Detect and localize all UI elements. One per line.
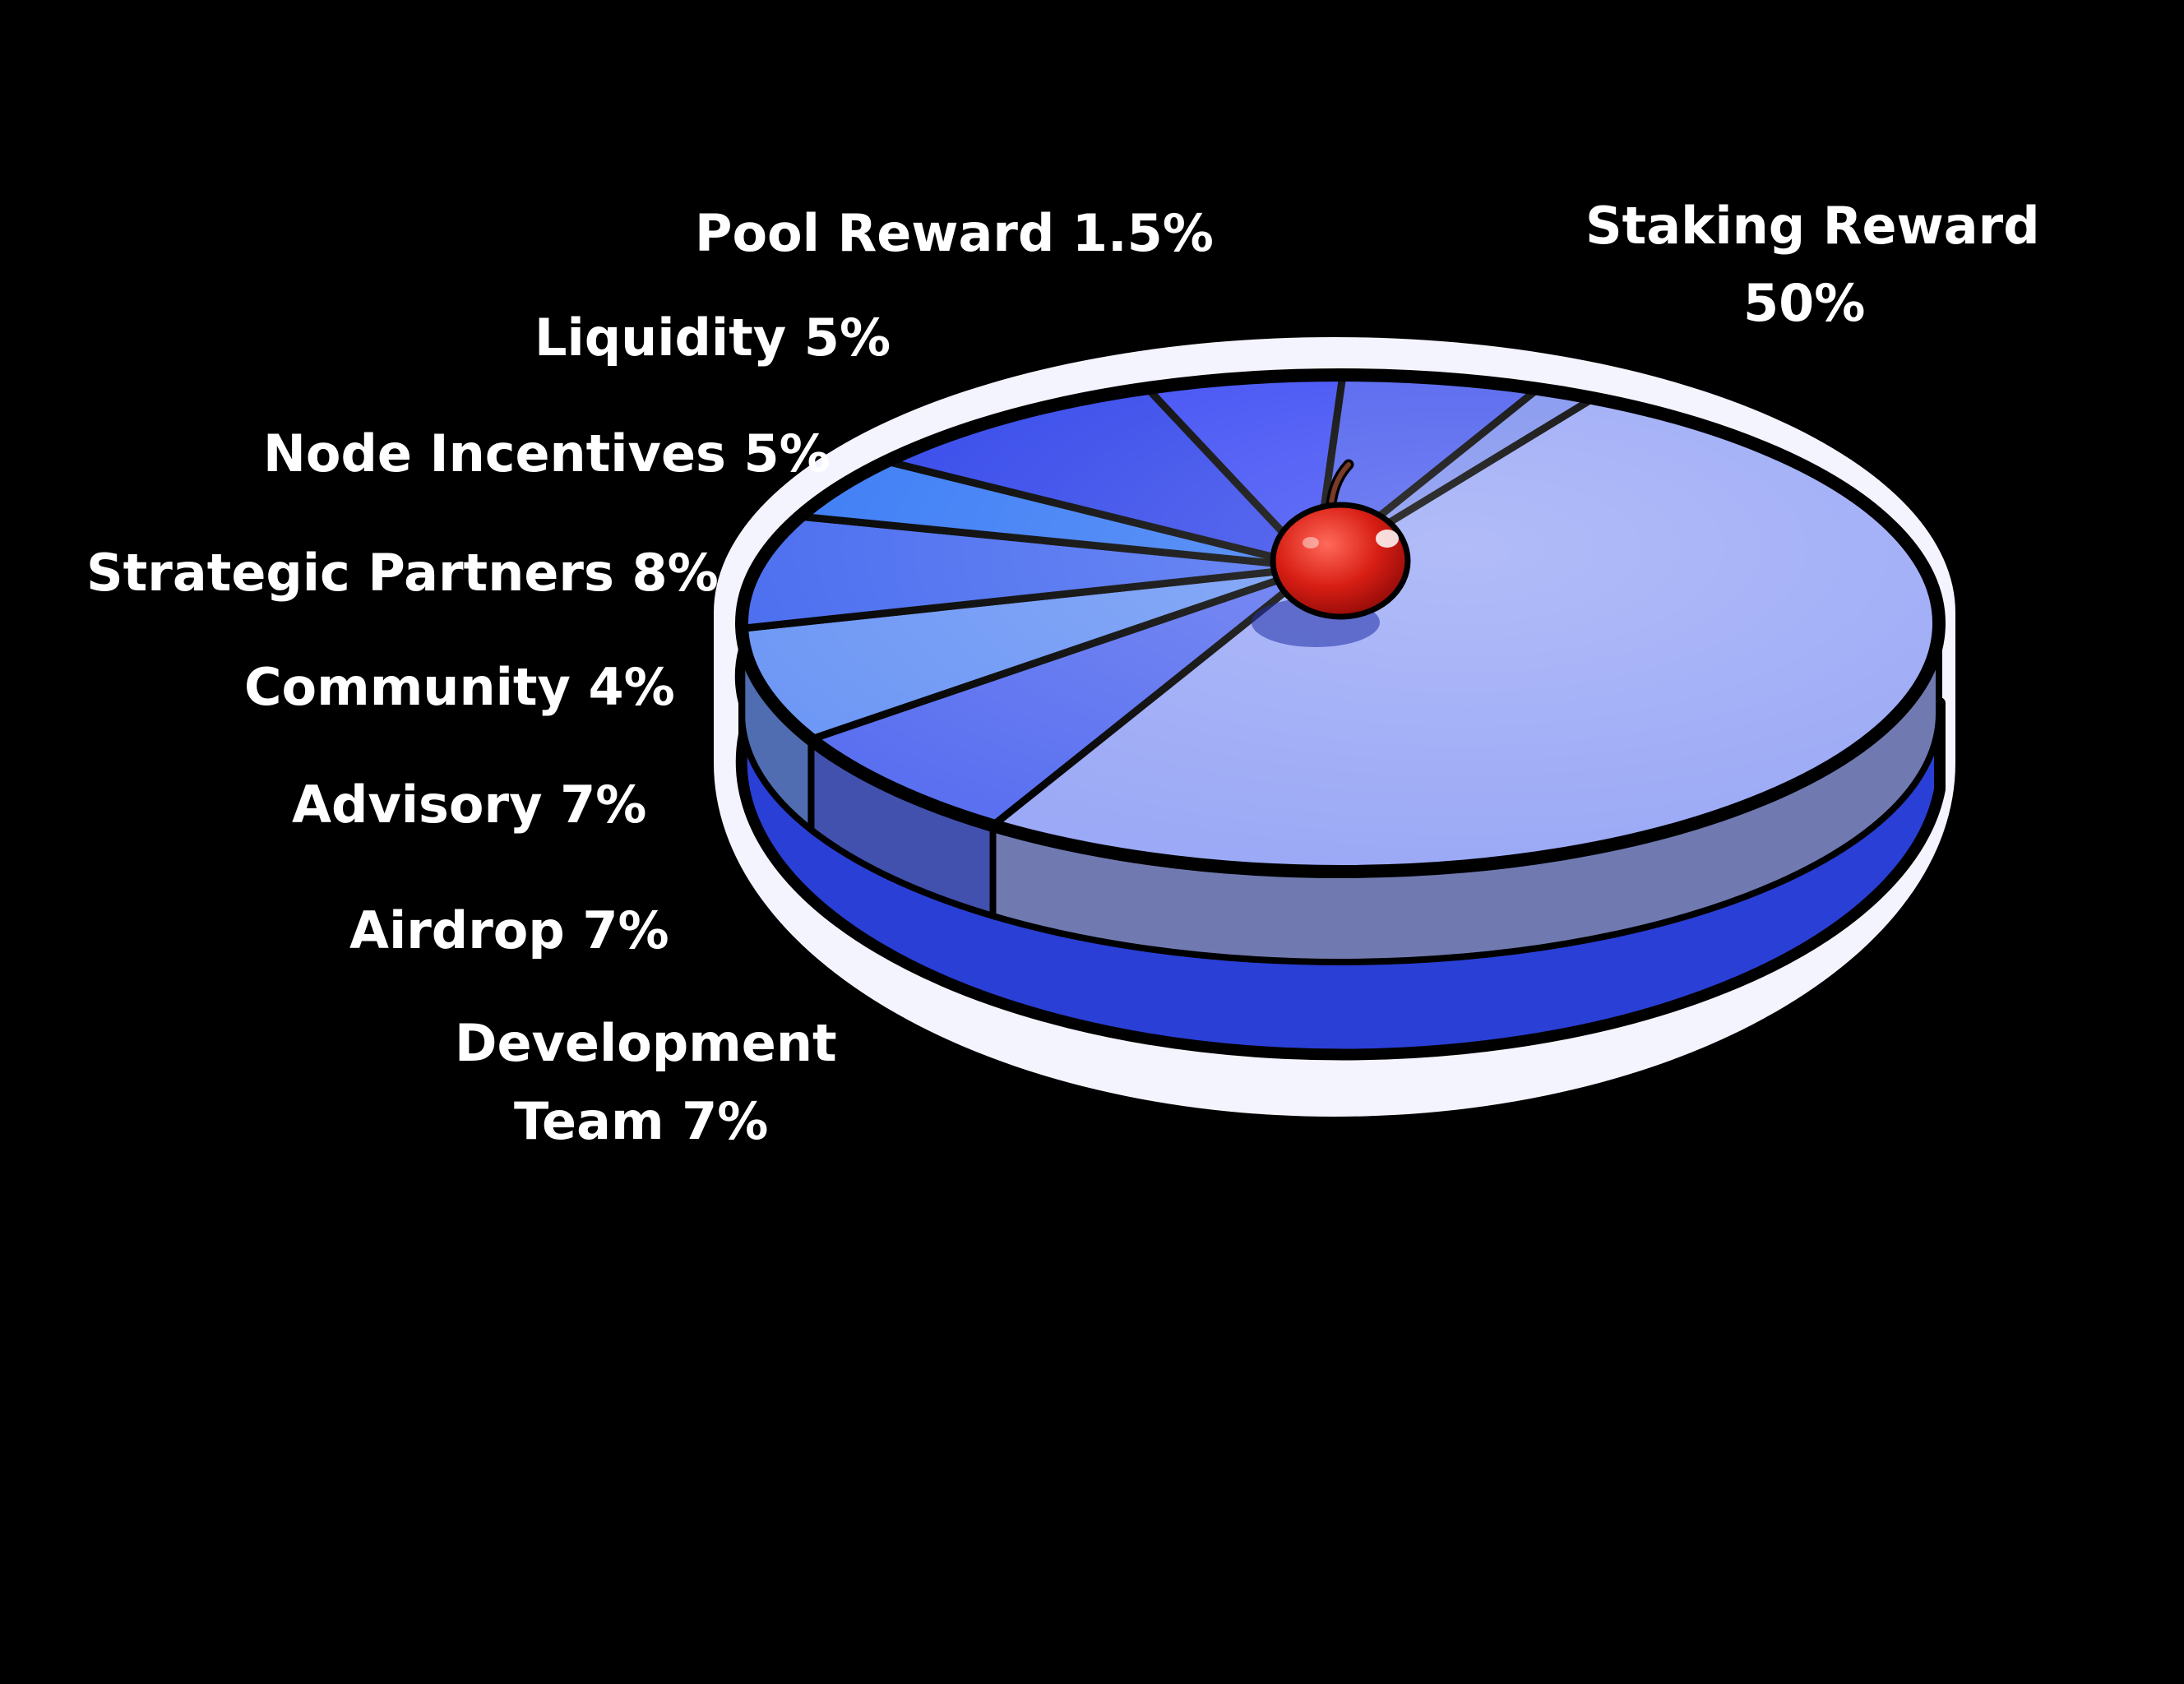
label-node-incentives: Node Incentives 5% — [263, 423, 831, 483]
label-development-line2: Team 7% — [514, 1091, 768, 1151]
cherry-icon — [1252, 459, 1411, 647]
label-pool-reward: Pool Reward 1.5% — [695, 203, 1214, 263]
label-staking-line1: Staking Reward — [1585, 196, 2040, 256]
label-strategic-partners: Strategic Partners 8% — [86, 543, 719, 603]
label-community: Community 4% — [244, 657, 675, 717]
label-advisory: Advisory 7% — [292, 775, 646, 835]
label-staking-line2: 50% — [1743, 273, 1865, 333]
label-airdrop: Airdrop 7% — [349, 900, 669, 960]
label-liquidity: Liquidity 5% — [534, 308, 891, 368]
label-development-line1: Development — [455, 1013, 837, 1073]
